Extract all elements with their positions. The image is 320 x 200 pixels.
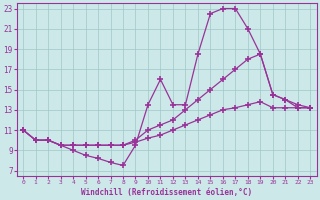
X-axis label: Windchill (Refroidissement éolien,°C): Windchill (Refroidissement éolien,°C) xyxy=(81,188,252,197)
